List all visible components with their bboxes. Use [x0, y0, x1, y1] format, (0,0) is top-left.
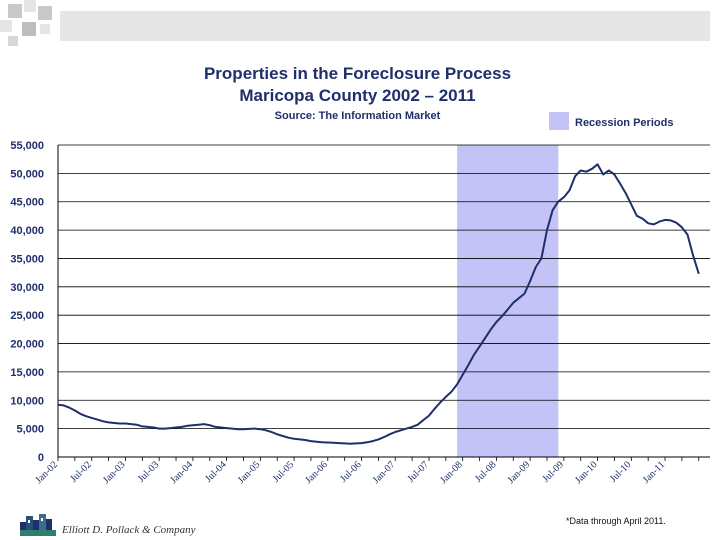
y-tick-label: 15,000 [10, 367, 44, 379]
line-chart: 0 5,000 10,000 15,000 20,000 25,000 30,000 35,0… [10, 140, 710, 486]
chart-title-line1: Properties in the Foreclosure Process [203, 64, 512, 83]
x-tick-label: Jul-07 [406, 459, 431, 484]
x-tick-label: Jan-09 [506, 459, 533, 486]
series-layer [57, 163, 700, 445]
decor-square [40, 24, 50, 34]
x-tick-label: Jan-05 [236, 459, 263, 486]
recession-band [457, 145, 559, 457]
x-tick-label: Jan-08 [438, 459, 465, 486]
x-tick-label: Jul-10 [608, 459, 633, 484]
x-tick-label: Jan-07 [371, 459, 398, 486]
header-bar [60, 11, 710, 41]
x-tick-label: Jul-02 [68, 459, 93, 484]
company-logo-icon [20, 514, 56, 536]
y-tick-label: 5,000 [16, 424, 44, 436]
y-tick-label: 20,000 [10, 339, 44, 351]
x-tick-label: Jan-04 [168, 459, 195, 486]
x-tick-label: Jan-06 [303, 459, 330, 486]
recession-band-layer [457, 145, 559, 457]
legend-swatch [549, 112, 569, 130]
legend-label: Recession Periods [575, 117, 674, 129]
x-tick-label: Jan-11 [641, 459, 667, 485]
gridline-layer [58, 144, 710, 430]
y-tick-label: 10,000 [10, 395, 44, 407]
decor-square [38, 6, 52, 20]
y-tick-label: 50,000 [10, 168, 44, 180]
x-tick-label: Jul-04 [203, 459, 228, 484]
x-tick-label: Jan-03 [101, 459, 128, 486]
decor-square [24, 0, 36, 12]
y-tick-label: 40,000 [10, 225, 44, 237]
decor-square [0, 20, 12, 32]
y-tick-label: 30,000 [10, 282, 44, 294]
x-tick-label: Jul-05 [271, 459, 296, 484]
y-tick-label: 55,000 [10, 140, 44, 152]
x-tick-label: Jul-08 [473, 459, 498, 484]
y-tick-label: 0 [38, 452, 44, 464]
x-tick-label: Jul-03 [136, 459, 161, 484]
x-tick-label: Jul-06 [338, 459, 363, 484]
y-tick-label: 45,000 [10, 197, 44, 209]
series-line [57, 163, 700, 445]
decor-square [8, 4, 22, 18]
chart-source: Source: The Information Market [274, 110, 441, 122]
x-tick-label: Jan-10 [573, 459, 600, 486]
company-name: Elliott D. Pollack & Company [62, 524, 196, 536]
y-tick-label: 35,000 [10, 253, 44, 265]
footnote: *Data through April 2011. [566, 516, 666, 526]
y-tick-label: 25,000 [10, 310, 44, 322]
chart-subtitle: Maricopa County 2002 – 2011 [239, 86, 476, 105]
chart-title: Properties in the Foreclosure Process Ma… [90, 63, 625, 107]
x-tick-label: Jul-09 [541, 459, 566, 484]
decor-square [22, 22, 36, 36]
decor-square [8, 36, 18, 46]
axis-layer [57, 145, 710, 461]
